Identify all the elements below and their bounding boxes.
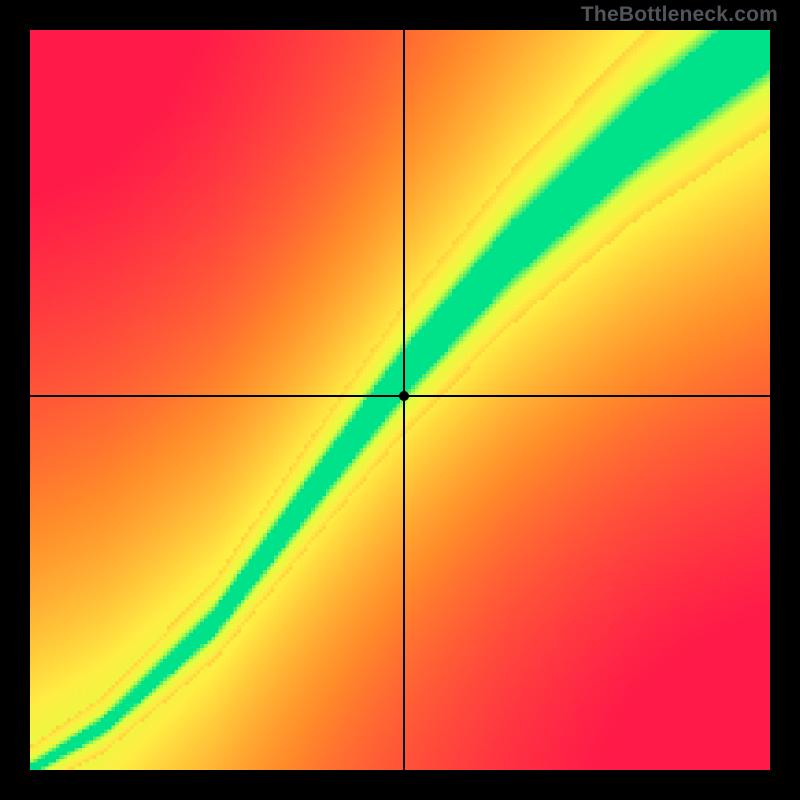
heatmap-canvas <box>30 30 770 770</box>
chart-outer: TheBottleneck.com <box>0 0 800 800</box>
plot-area <box>30 30 770 770</box>
watermark-text: TheBottleneck.com <box>581 3 778 27</box>
crosshair-marker <box>399 391 409 401</box>
